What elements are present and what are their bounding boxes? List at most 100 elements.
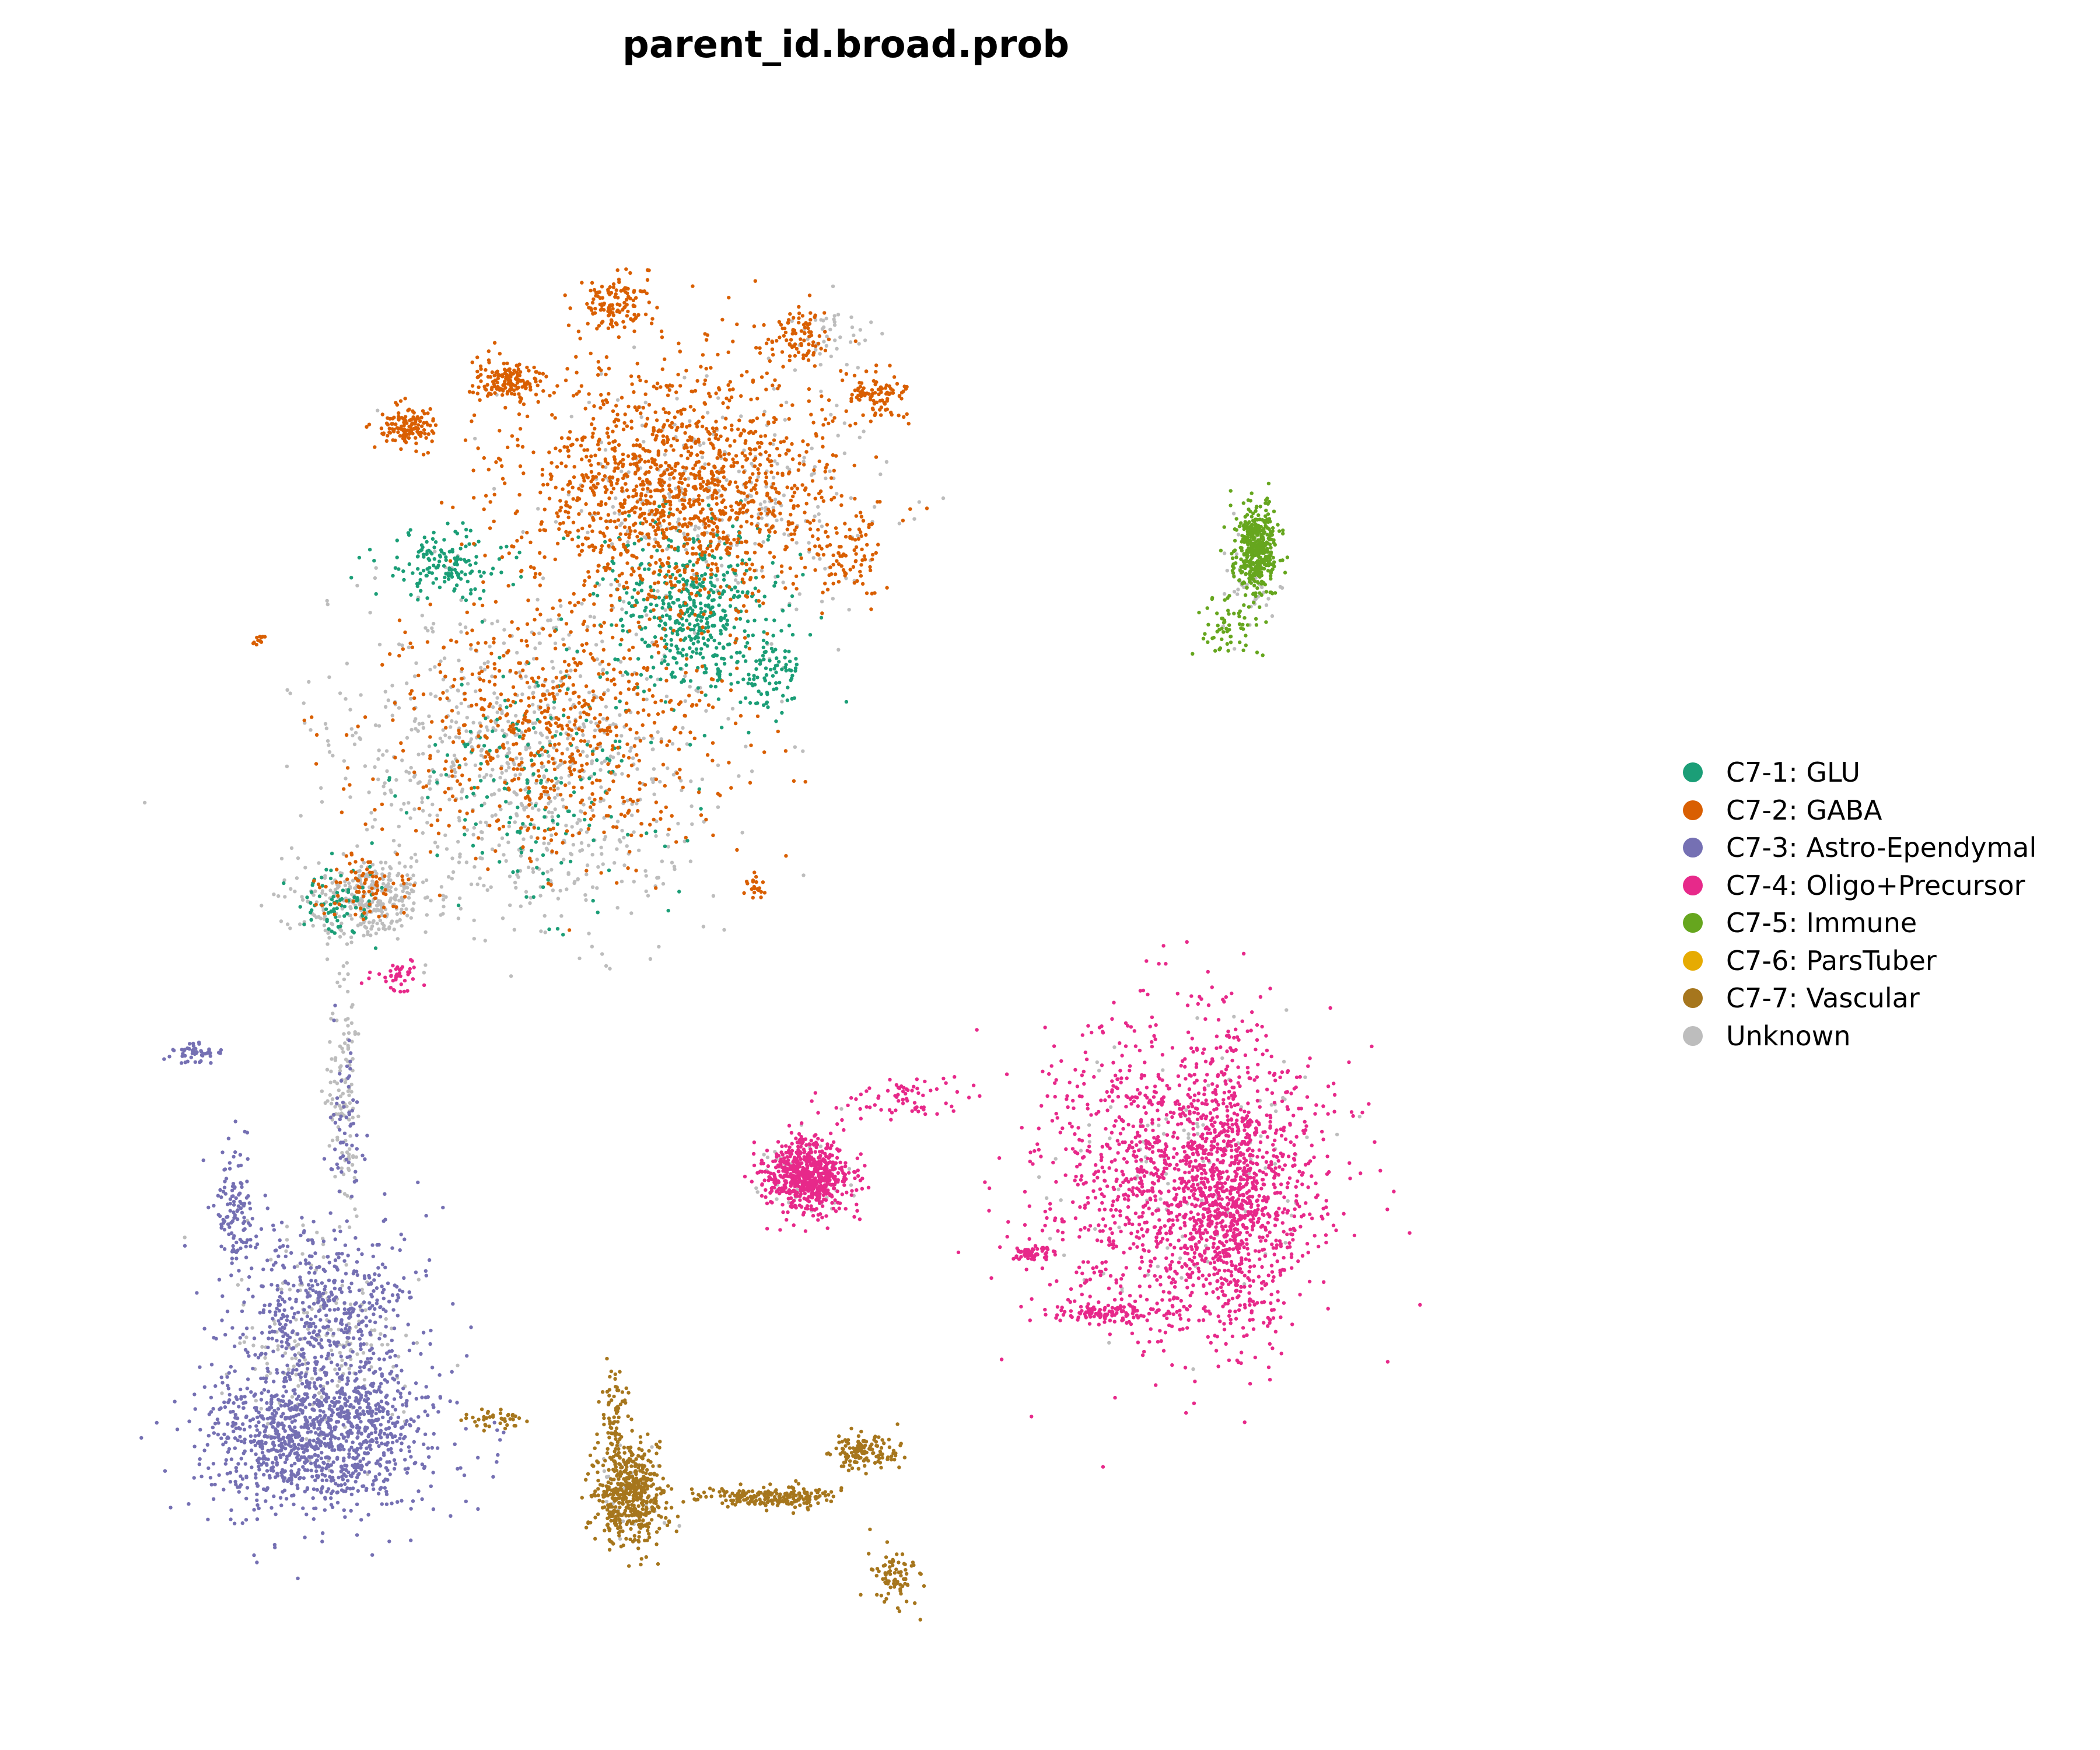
scatter-point	[688, 679, 693, 683]
scatter-point	[475, 369, 480, 374]
scatter-point	[784, 668, 788, 673]
scatter-point	[691, 563, 696, 567]
scatter-point	[397, 844, 401, 848]
scatter-point	[668, 649, 672, 653]
scatter-point	[519, 575, 523, 579]
scatter-point	[645, 613, 649, 617]
scatter-point	[734, 608, 738, 612]
scatter-point	[605, 400, 610, 404]
scatter-point	[677, 621, 681, 625]
scatter-point	[611, 429, 615, 433]
scatter-point	[603, 540, 607, 544]
scatter-point	[328, 1040, 332, 1044]
scatter-point	[715, 544, 720, 548]
scatter-point	[317, 894, 322, 898]
scatter-point	[338, 1069, 342, 1073]
scatter-point	[332, 1079, 337, 1084]
scatter-point	[620, 879, 624, 884]
scatter-point	[383, 705, 388, 709]
scatter-point	[723, 511, 727, 515]
scatter-point	[662, 601, 666, 606]
scatter-point	[664, 582, 668, 586]
scatter-point	[709, 470, 714, 474]
scatter-point	[722, 498, 726, 502]
scatter-point	[817, 459, 821, 463]
scatter-point	[744, 439, 748, 443]
scatter-point	[625, 799, 629, 803]
scatter-point	[901, 389, 905, 393]
scatter-point	[738, 617, 743, 621]
scatter-point	[338, 898, 342, 902]
scatter-point	[831, 597, 835, 601]
scatter-point	[702, 531, 706, 536]
scatter-point	[512, 790, 516, 794]
scatter-point	[678, 510, 682, 514]
scatter-point	[598, 296, 603, 300]
scatter-point	[716, 805, 720, 809]
scatter-point	[430, 802, 435, 807]
scatter-point	[682, 531, 686, 536]
scatter-point	[454, 735, 458, 739]
scatter-point	[676, 821, 680, 826]
scatter-point	[514, 363, 519, 368]
scatter-point	[807, 349, 811, 353]
scatter-point	[856, 534, 860, 538]
scatter-point	[656, 453, 660, 457]
scatter-point	[663, 453, 667, 457]
scatter-point	[698, 470, 702, 474]
scatter-point	[415, 1340, 419, 1345]
scatter-point	[631, 495, 635, 499]
scatter-point	[718, 387, 722, 392]
scatter-point	[582, 803, 586, 807]
scatter-point	[284, 1249, 288, 1253]
scatter-point	[623, 510, 627, 514]
scatter-point	[533, 575, 537, 579]
scatter-point	[397, 414, 401, 419]
scatter-point	[531, 772, 536, 776]
scatter-point	[447, 774, 451, 778]
scatter-point	[584, 898, 588, 902]
scatter-point	[559, 914, 564, 918]
scatter-point	[652, 544, 656, 548]
scatter-point	[568, 306, 572, 310]
scatter-point	[773, 498, 778, 502]
scatter-point	[458, 622, 462, 626]
scatter-point	[337, 971, 342, 976]
scatter-point	[427, 714, 431, 719]
scatter-point	[778, 680, 782, 685]
scatter-point	[736, 581, 740, 585]
scatter-point	[603, 448, 608, 452]
scatter-point	[324, 867, 328, 872]
scatter-point	[686, 438, 690, 443]
scatter-point	[630, 595, 635, 600]
scatter-point	[400, 895, 404, 900]
scatter-point	[694, 593, 698, 598]
scatter-point	[470, 419, 474, 424]
scatter-point	[599, 368, 603, 372]
scatter-point	[668, 477, 672, 481]
scatter-point	[497, 788, 501, 792]
scatter-point	[801, 439, 805, 443]
scatter-point	[649, 675, 653, 679]
scatter-point	[430, 626, 434, 631]
scatter-point	[348, 905, 352, 909]
scatter-point	[667, 488, 672, 492]
scatter-point	[355, 583, 359, 588]
scatter-point	[1037, 1175, 1041, 1180]
scatter-point	[542, 914, 547, 918]
scatter-point	[623, 290, 628, 294]
scatter-point	[309, 901, 313, 905]
scatter-point	[571, 497, 575, 501]
scatter-point	[754, 701, 758, 706]
scatter-point	[606, 288, 610, 292]
scatter-point	[748, 567, 752, 571]
scatter-point	[692, 408, 696, 412]
scatter-point	[752, 618, 757, 622]
scatter-point	[592, 615, 596, 620]
scatter-point	[708, 544, 713, 548]
scatter-point	[617, 751, 621, 755]
scatter-point	[373, 723, 378, 727]
scatter-point	[676, 425, 680, 430]
scatter-point	[349, 727, 354, 731]
scatter-point	[404, 432, 408, 436]
